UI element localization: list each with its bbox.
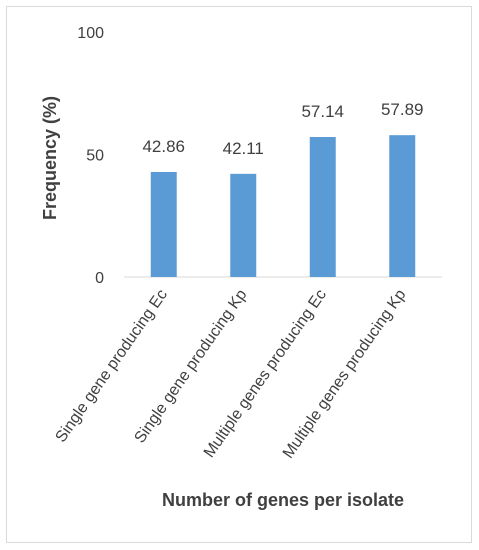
y-tick-labels: 0 50 100 [77,25,104,287]
data-label: 42.11 [223,139,264,158]
bar [150,171,177,277]
bar [309,137,336,277]
data-label: 57.14 [301,102,344,121]
bar [230,173,257,277]
data-labels: 42.86 42.11 57.14 57.89 [142,100,423,158]
y-tick-label: 0 [95,270,104,287]
x-axis-title: Number of genes per isolate [162,490,404,510]
y-tick-label: 100 [77,25,104,42]
data-label: 42.86 [142,137,185,156]
bars [150,135,416,277]
y-axis-title: Frequency (%) [40,96,60,220]
y-tick-label: 50 [86,148,104,165]
data-label: 57.89 [381,100,424,119]
bar [389,135,416,277]
